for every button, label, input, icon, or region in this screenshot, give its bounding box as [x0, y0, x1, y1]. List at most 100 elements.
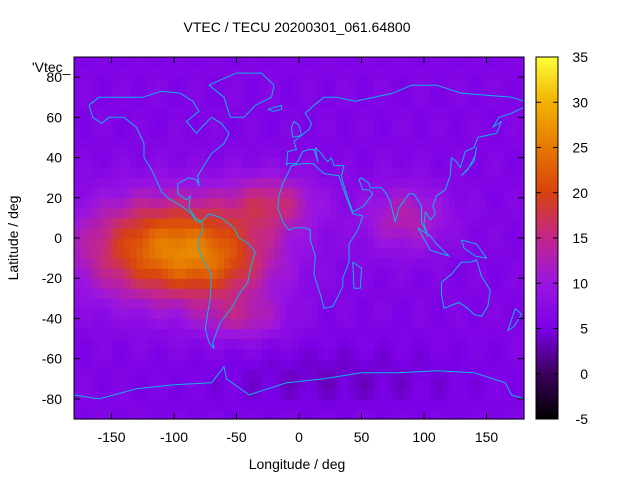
- heatmap-cell: [111, 308, 119, 320]
- heatmap-cell: [399, 57, 406, 68]
- heatmap-cell: [80, 77, 88, 88]
- heatmap-cell: [399, 308, 406, 320]
- heatmap-cell: [167, 358, 175, 370]
- heatmap-cell: [349, 248, 356, 259]
- heatmap-cell: [167, 57, 175, 68]
- heatmap-cell: [86, 147, 94, 159]
- heatmap-cell: [499, 368, 506, 380]
- heatmap-cell: [92, 358, 100, 370]
- heatmap-cell: [267, 258, 275, 269]
- y-axis-label: Latitude / deg: [5, 196, 21, 281]
- heatmap-cell: [161, 187, 169, 199]
- heatmap-cell: [305, 127, 313, 139]
- heatmap-cell: [199, 147, 206, 159]
- heatmap-cell: [267, 107, 275, 118]
- heatmap-cell: [111, 197, 119, 209]
- heatmap-cell: [236, 167, 244, 179]
- heatmap-cell: [111, 137, 119, 149]
- heatmap-cell: [280, 248, 288, 259]
- heatmap-cell: [136, 238, 144, 249]
- y-tick-label: -20: [42, 270, 62, 286]
- heatmap-cell: [136, 328, 144, 340]
- heatmap-cell: [174, 147, 181, 159]
- heatmap-cell: [292, 338, 300, 350]
- heatmap-cell: [367, 227, 375, 239]
- heatmap-cell: [186, 308, 194, 320]
- heatmap-cell: [292, 67, 300, 78]
- heatmap-cell: [411, 207, 419, 219]
- heatmap-cell: [336, 197, 344, 209]
- heatmap-cell: [317, 328, 325, 340]
- heatmap-cell: [299, 117, 306, 128]
- heatmap-cell: [274, 107, 281, 118]
- heatmap-cell: [361, 358, 369, 370]
- heatmap-cell: [161, 358, 169, 370]
- heatmap-cell: [349, 137, 356, 149]
- heatmap-cell: [386, 258, 394, 269]
- heatmap-cell: [149, 308, 156, 320]
- heatmap-cell: [492, 67, 500, 78]
- heatmap-cell: [342, 258, 350, 269]
- heatmap-cell: [242, 358, 250, 370]
- heatmap-cell: [411, 117, 419, 128]
- heatmap-cell: [467, 318, 475, 330]
- heatmap-cell: [280, 107, 288, 118]
- heatmap-cell: [180, 67, 188, 78]
- heatmap-cell: [174, 268, 181, 279]
- heatmap-cell: [142, 398, 150, 410]
- heatmap-cell: [342, 278, 350, 289]
- heatmap-cell: [392, 358, 400, 370]
- heatmap-cell: [105, 207, 113, 219]
- heatmap-cell: [399, 227, 406, 239]
- heatmap-cell: [211, 408, 219, 420]
- heatmap-cell: [374, 97, 381, 108]
- heatmap-cell: [330, 77, 338, 88]
- heatmap-cell: [224, 97, 231, 108]
- heatmap-cell: [80, 268, 88, 279]
- heatmap-cell: [511, 137, 519, 149]
- coastline: [197, 213, 256, 350]
- heatmap-cell: [399, 67, 406, 78]
- heatmap-cell: [311, 378, 319, 390]
- heatmap-cell: [230, 338, 238, 350]
- heatmap-cell: [449, 298, 456, 309]
- heatmap-cell: [299, 288, 306, 299]
- heatmap-cell: [436, 117, 444, 128]
- heatmap-cell: [399, 157, 406, 169]
- heatmap-cell: [249, 318, 256, 330]
- heatmap-cell: [405, 97, 413, 108]
- heatmap-cell: [442, 107, 450, 118]
- heatmap-cell: [430, 57, 438, 68]
- heatmap-cell: [92, 378, 100, 390]
- heatmap-cell: [392, 348, 400, 360]
- heatmap-cell: [217, 378, 225, 390]
- heatmap-cell: [111, 227, 119, 239]
- heatmap-cell: [324, 248, 331, 259]
- heatmap-cell: [349, 147, 356, 159]
- heatmap-cell: [361, 157, 369, 169]
- heatmap-cell: [461, 338, 469, 350]
- heatmap-cell: [424, 167, 431, 179]
- heatmap-cell: [205, 368, 213, 380]
- heatmap-cell: [317, 288, 325, 299]
- heatmap-cell: [499, 127, 506, 139]
- heatmap-cell: [474, 348, 481, 360]
- heatmap-cell: [367, 328, 375, 340]
- heatmap-cell: [92, 117, 100, 128]
- heatmap-cell: [217, 278, 225, 289]
- heatmap-cell: [205, 338, 213, 350]
- heatmap-cell: [92, 97, 100, 108]
- heatmap-cell: [392, 167, 400, 179]
- heatmap-cell: [367, 197, 375, 209]
- heatmap-cell: [142, 388, 150, 400]
- heatmap-cell: [255, 167, 263, 179]
- heatmap-cell: [342, 398, 350, 410]
- heatmap-cell: [474, 217, 481, 229]
- heatmap-cell: [386, 368, 394, 380]
- heatmap-cell: [242, 238, 250, 249]
- heatmap-cell: [430, 338, 438, 350]
- heatmap-cell: [230, 147, 238, 159]
- heatmap-cell: [467, 288, 475, 299]
- heatmap-cell: [374, 358, 381, 370]
- heatmap-cell: [167, 187, 175, 199]
